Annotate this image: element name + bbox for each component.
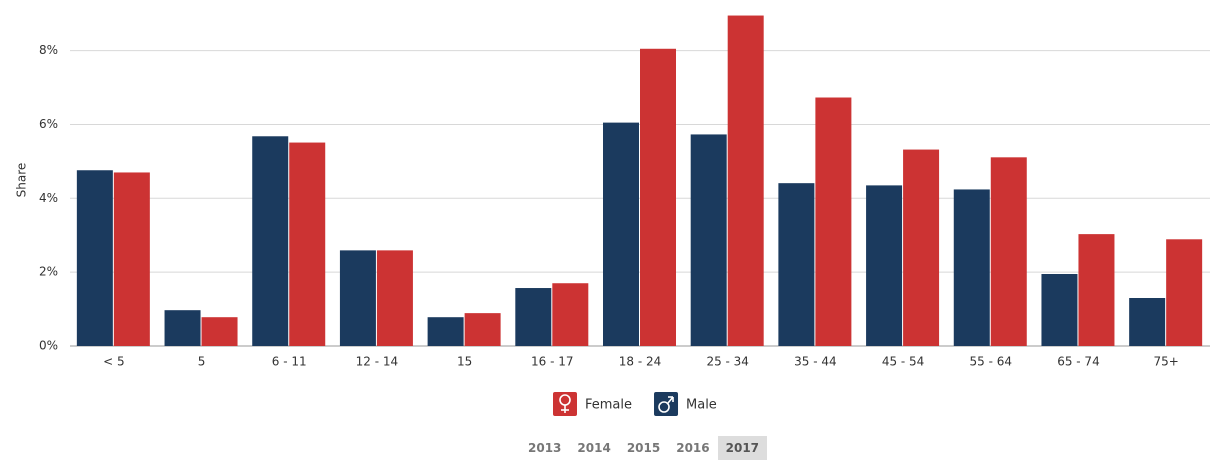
y-tick-label: 6% (39, 117, 58, 131)
bar (603, 122, 639, 346)
bar (953, 189, 990, 346)
bar (690, 134, 727, 346)
y-tick-label: 0% (39, 339, 58, 353)
legend-label[interactable]: Female (585, 398, 632, 413)
bar (252, 136, 289, 346)
year-tab[interactable]: 2014 (577, 441, 611, 455)
y-tick-label: 8% (39, 43, 58, 57)
bar (201, 317, 238, 346)
legend-icon[interactable] (553, 392, 577, 416)
x-tick-label: 15 (457, 355, 472, 369)
x-tick-label: 25 - 34 (706, 355, 749, 369)
x-tick-label: 16 - 17 (531, 355, 574, 369)
y-tick-label: 4% (39, 191, 58, 205)
bar (866, 185, 903, 346)
legend-label[interactable]: Male (686, 398, 717, 413)
x-tick-label: 18 - 24 (619, 355, 662, 369)
bar (1078, 234, 1115, 346)
legend-symbol (658, 401, 670, 413)
bar (1129, 298, 1166, 346)
legend-symbol (667, 396, 674, 404)
year-tab[interactable]: 2015 (626, 441, 661, 455)
x-tick-label: 75+ (1153, 355, 1178, 369)
chart: Share 0% 2% 4% 6% 8% < 5 5 6 - 11 12 - 14 15 16 - … (15, 15, 1210, 416)
bar (990, 157, 1027, 346)
bar (815, 97, 852, 346)
x-tick-label: 55 - 64 (970, 355, 1013, 369)
x-tick-label: 35 - 44 (794, 355, 837, 369)
year-tab[interactable]: 2013 (528, 441, 562, 455)
bar (640, 48, 676, 347)
x-tick-label: 12 - 14 (356, 355, 399, 369)
y-axis-label: Share (15, 163, 29, 198)
bar (164, 310, 201, 346)
bar (552, 283, 589, 346)
bar (727, 15, 764, 347)
x-tick-label: 5 (198, 355, 206, 369)
x-tick-label: 45 - 54 (882, 355, 925, 369)
x-tick-label: < 5 (103, 355, 125, 369)
bar (1041, 274, 1078, 346)
x-tick-label: 65 - 74 (1057, 355, 1100, 369)
x-tick-label: 6 - 11 (272, 355, 307, 369)
bar (1166, 239, 1203, 346)
y-tick-label: 2% (39, 265, 58, 279)
bar (778, 183, 815, 346)
bar (376, 250, 413, 346)
year-tab[interactable]: 2016 (676, 441, 710, 455)
bar (515, 288, 552, 346)
bar (464, 313, 501, 346)
year-tabs: 2013 2014 2015 2016 2017 (520, 436, 768, 460)
bar (427, 317, 464, 346)
bar (339, 250, 376, 346)
bar (289, 142, 326, 346)
bar (903, 149, 940, 346)
bar (113, 172, 150, 346)
year-tab[interactable]: 2017 (717, 436, 768, 460)
bar (76, 170, 113, 346)
